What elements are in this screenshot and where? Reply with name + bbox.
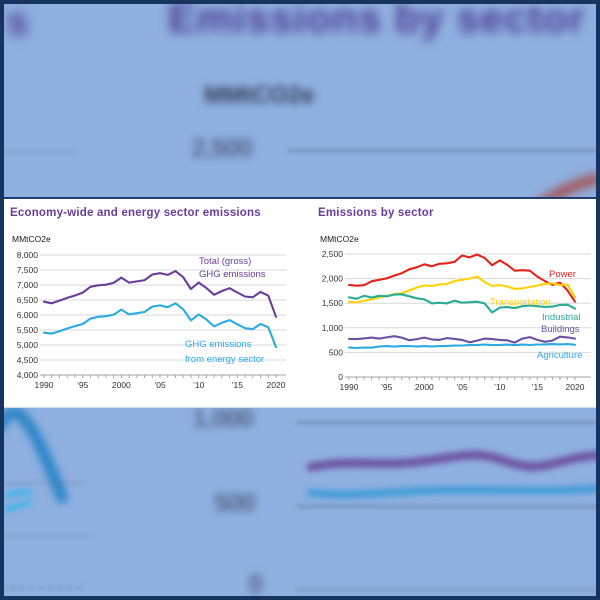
chart-economy-wide: Economy-wide and energy sector emissions… [6, 201, 304, 405]
background-blue-line-fragment [4, 406, 68, 503]
y-tick-label: 5,000 [17, 340, 39, 350]
x-tick-label: ’95 [77, 380, 89, 390]
y-tick-label: 5,500 [17, 325, 39, 335]
x-tick-label: 2020 [566, 382, 585, 392]
x-tick-label: 2000 [112, 380, 131, 390]
y-tick-label: 500 [329, 347, 343, 357]
background-tick-1000: 1,000 [193, 405, 254, 432]
x-tick-label: ’10 [193, 380, 205, 390]
y-tick-label: 7,000 [17, 280, 39, 290]
series-line-ghg-emissions-from-energy-sector [42, 302, 278, 349]
background-gridline [297, 505, 596, 508]
emissions-figure-panel: Economy-wide and energy sector emissions… [4, 197, 596, 408]
line-chart-canvas: 2,500 2,000 1,500 1,000 500 0 1990 ’95 2000 ’05 ’1… [310, 201, 596, 405]
background-gridline [297, 421, 596, 424]
series-label: GHG emissions [199, 269, 266, 280]
y-tick-label: 8,000 [17, 250, 39, 260]
series-label: Agriculture [537, 350, 582, 361]
background-tick-2500: 2,500 [192, 135, 253, 162]
y-tick-label: 7,500 [17, 265, 39, 275]
series-label: GHG emissions [185, 339, 252, 350]
background-axis-ticks-fragment [4, 586, 82, 589]
background-unit-label: MMtCO2e [204, 82, 315, 109]
series-line-power [347, 253, 577, 303]
background-gridline [4, 482, 86, 484]
y-tick-label: 2,000 [322, 274, 344, 284]
y-axis-unit-label: MMtCO2e [12, 234, 51, 244]
series-line-industrial [347, 293, 577, 314]
series-label: Power [549, 269, 576, 280]
series-line-total-gross-ghg-emissions [42, 270, 278, 318]
background-gridline [4, 535, 90, 537]
y-tick-label: 4,500 [17, 355, 39, 365]
series-label: Industrial [542, 312, 581, 323]
chart-title: Emissions by sector [318, 207, 434, 219]
y-tick-label: 6,500 [17, 295, 39, 305]
background-buildings-line [306, 450, 596, 472]
x-tick-label: 1990 [340, 382, 359, 392]
y-tick-label: 1,000 [322, 323, 344, 333]
chart-emissions-by-sector: Emissions by sector MMtCO2e 2,500 2,000 1,… [310, 201, 596, 405]
x-tick-label: ’95 [381, 382, 393, 392]
background-gridline [4, 151, 76, 153]
background-agriculture-line [307, 484, 596, 499]
x-tick-label: ’05 [456, 382, 468, 392]
y-tick-label: 2,500 [322, 249, 344, 259]
x-tick-label: 2020 [267, 380, 286, 390]
series-line-buildings [347, 335, 577, 344]
background-gridline [288, 149, 596, 152]
y-tick-label: 0 [338, 372, 343, 382]
background-tick-0: 0 [249, 571, 263, 598]
y-tick-label: 6,000 [17, 310, 39, 320]
background-gridline [297, 588, 596, 591]
series-label: Buildings [541, 324, 580, 335]
x-tick-label: ’15 [232, 380, 244, 390]
y-tick-label: 1,500 [322, 298, 344, 308]
series-label: Total (gross) [199, 256, 251, 267]
x-tick-label: 1990 [35, 380, 54, 390]
x-tick-label: ’10 [494, 382, 506, 392]
series-label: Transportation [490, 297, 551, 308]
y-axis-unit-label: MMtCO2e [320, 234, 359, 244]
series-line-agriculture [347, 343, 577, 350]
chart-svg: 8,000 7,500 7,000 6,500 6,000 5,500 5,000 4,500… [17, 250, 286, 390]
background-title-fragment: s [6, 0, 29, 44]
x-tick-label: ’05 [154, 380, 166, 390]
background-tick-500: 500 [215, 490, 256, 517]
x-tick-label: ’15 [532, 382, 544, 392]
x-tick-label: 2000 [415, 382, 434, 392]
y-tick-label: 4,000 [17, 370, 39, 380]
series-label: from energy sector [185, 354, 264, 365]
chart-title: Economy-wide and energy sector emissions [10, 207, 261, 219]
line-chart-canvas: 8,000 7,500 7,000 6,500 6,000 5,500 5,000 4,500… [6, 201, 304, 405]
background-page-title: Emissions by sector [168, 0, 586, 41]
background-cyan-text-fragment [4, 489, 33, 513]
